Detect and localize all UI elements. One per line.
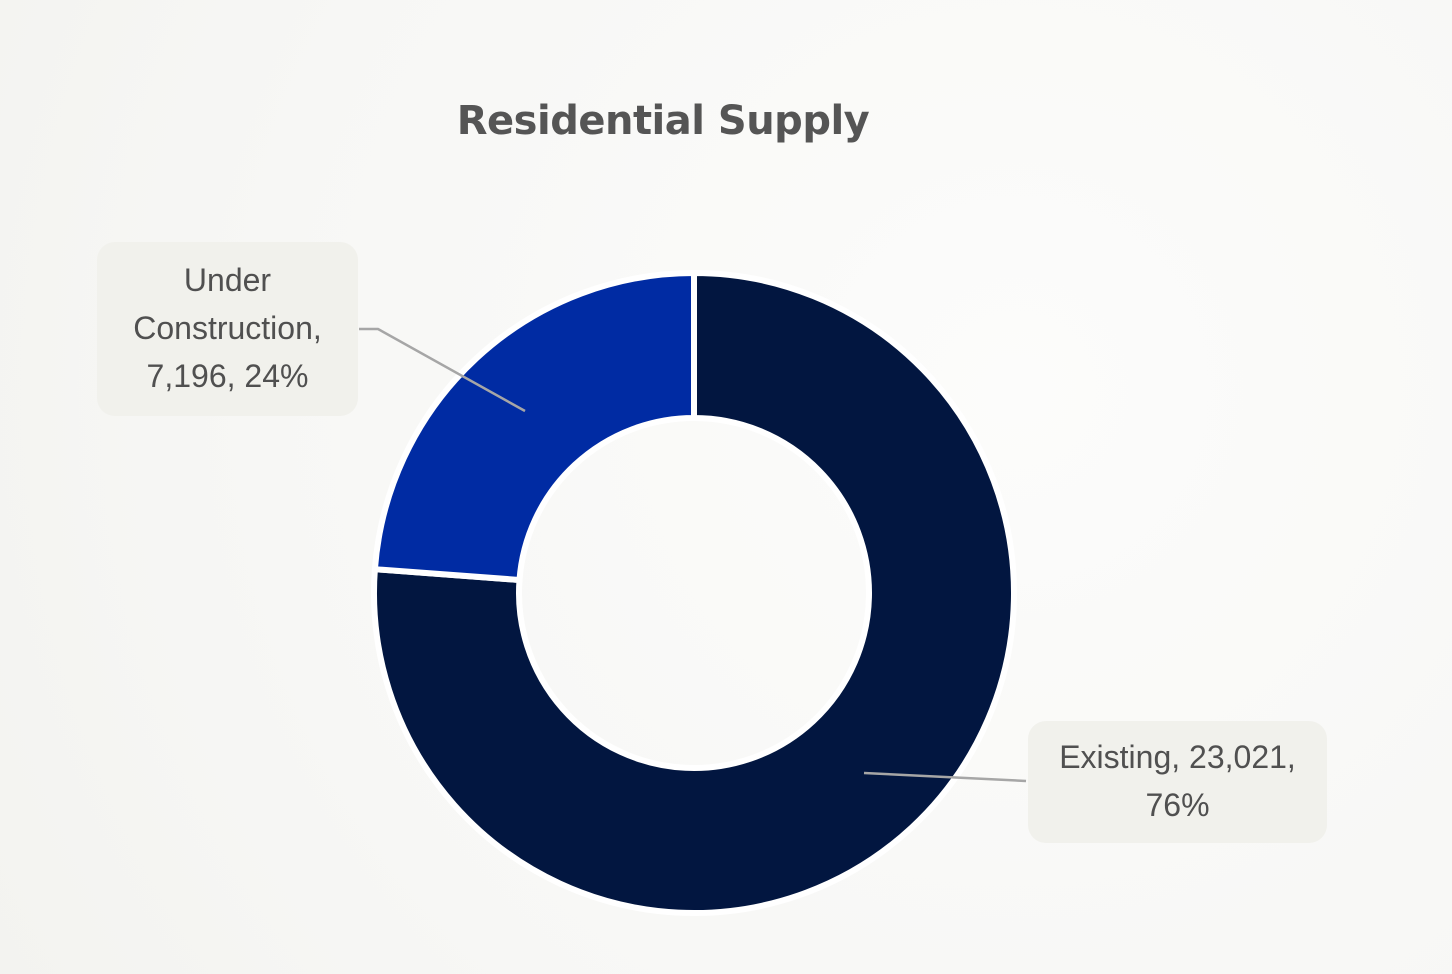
slice-under-construction <box>371 269 697 584</box>
label-under-line-2: Construction, <box>133 310 322 346</box>
label-under-line-1: Under <box>183 262 272 298</box>
leader-line-under-construction <box>359 327 526 413</box>
data-label-existing: Existing, 23,021, 76% <box>1028 721 1327 843</box>
slice-existing <box>371 269 1017 916</box>
leader-lines <box>359 327 1027 783</box>
label-existing-line-2: 76% <box>1145 787 1210 823</box>
label-existing-line-1: Existing, 23,021, <box>1059 739 1296 775</box>
data-label-under-construction: Under Construction, 7,196, 24% <box>97 242 358 416</box>
leader-line-existing <box>863 771 1027 783</box>
chart-title: Residential Supply <box>456 98 870 144</box>
label-under-line-3: 7,196, 24% <box>146 358 309 394</box>
donut-slices <box>371 269 1017 916</box>
